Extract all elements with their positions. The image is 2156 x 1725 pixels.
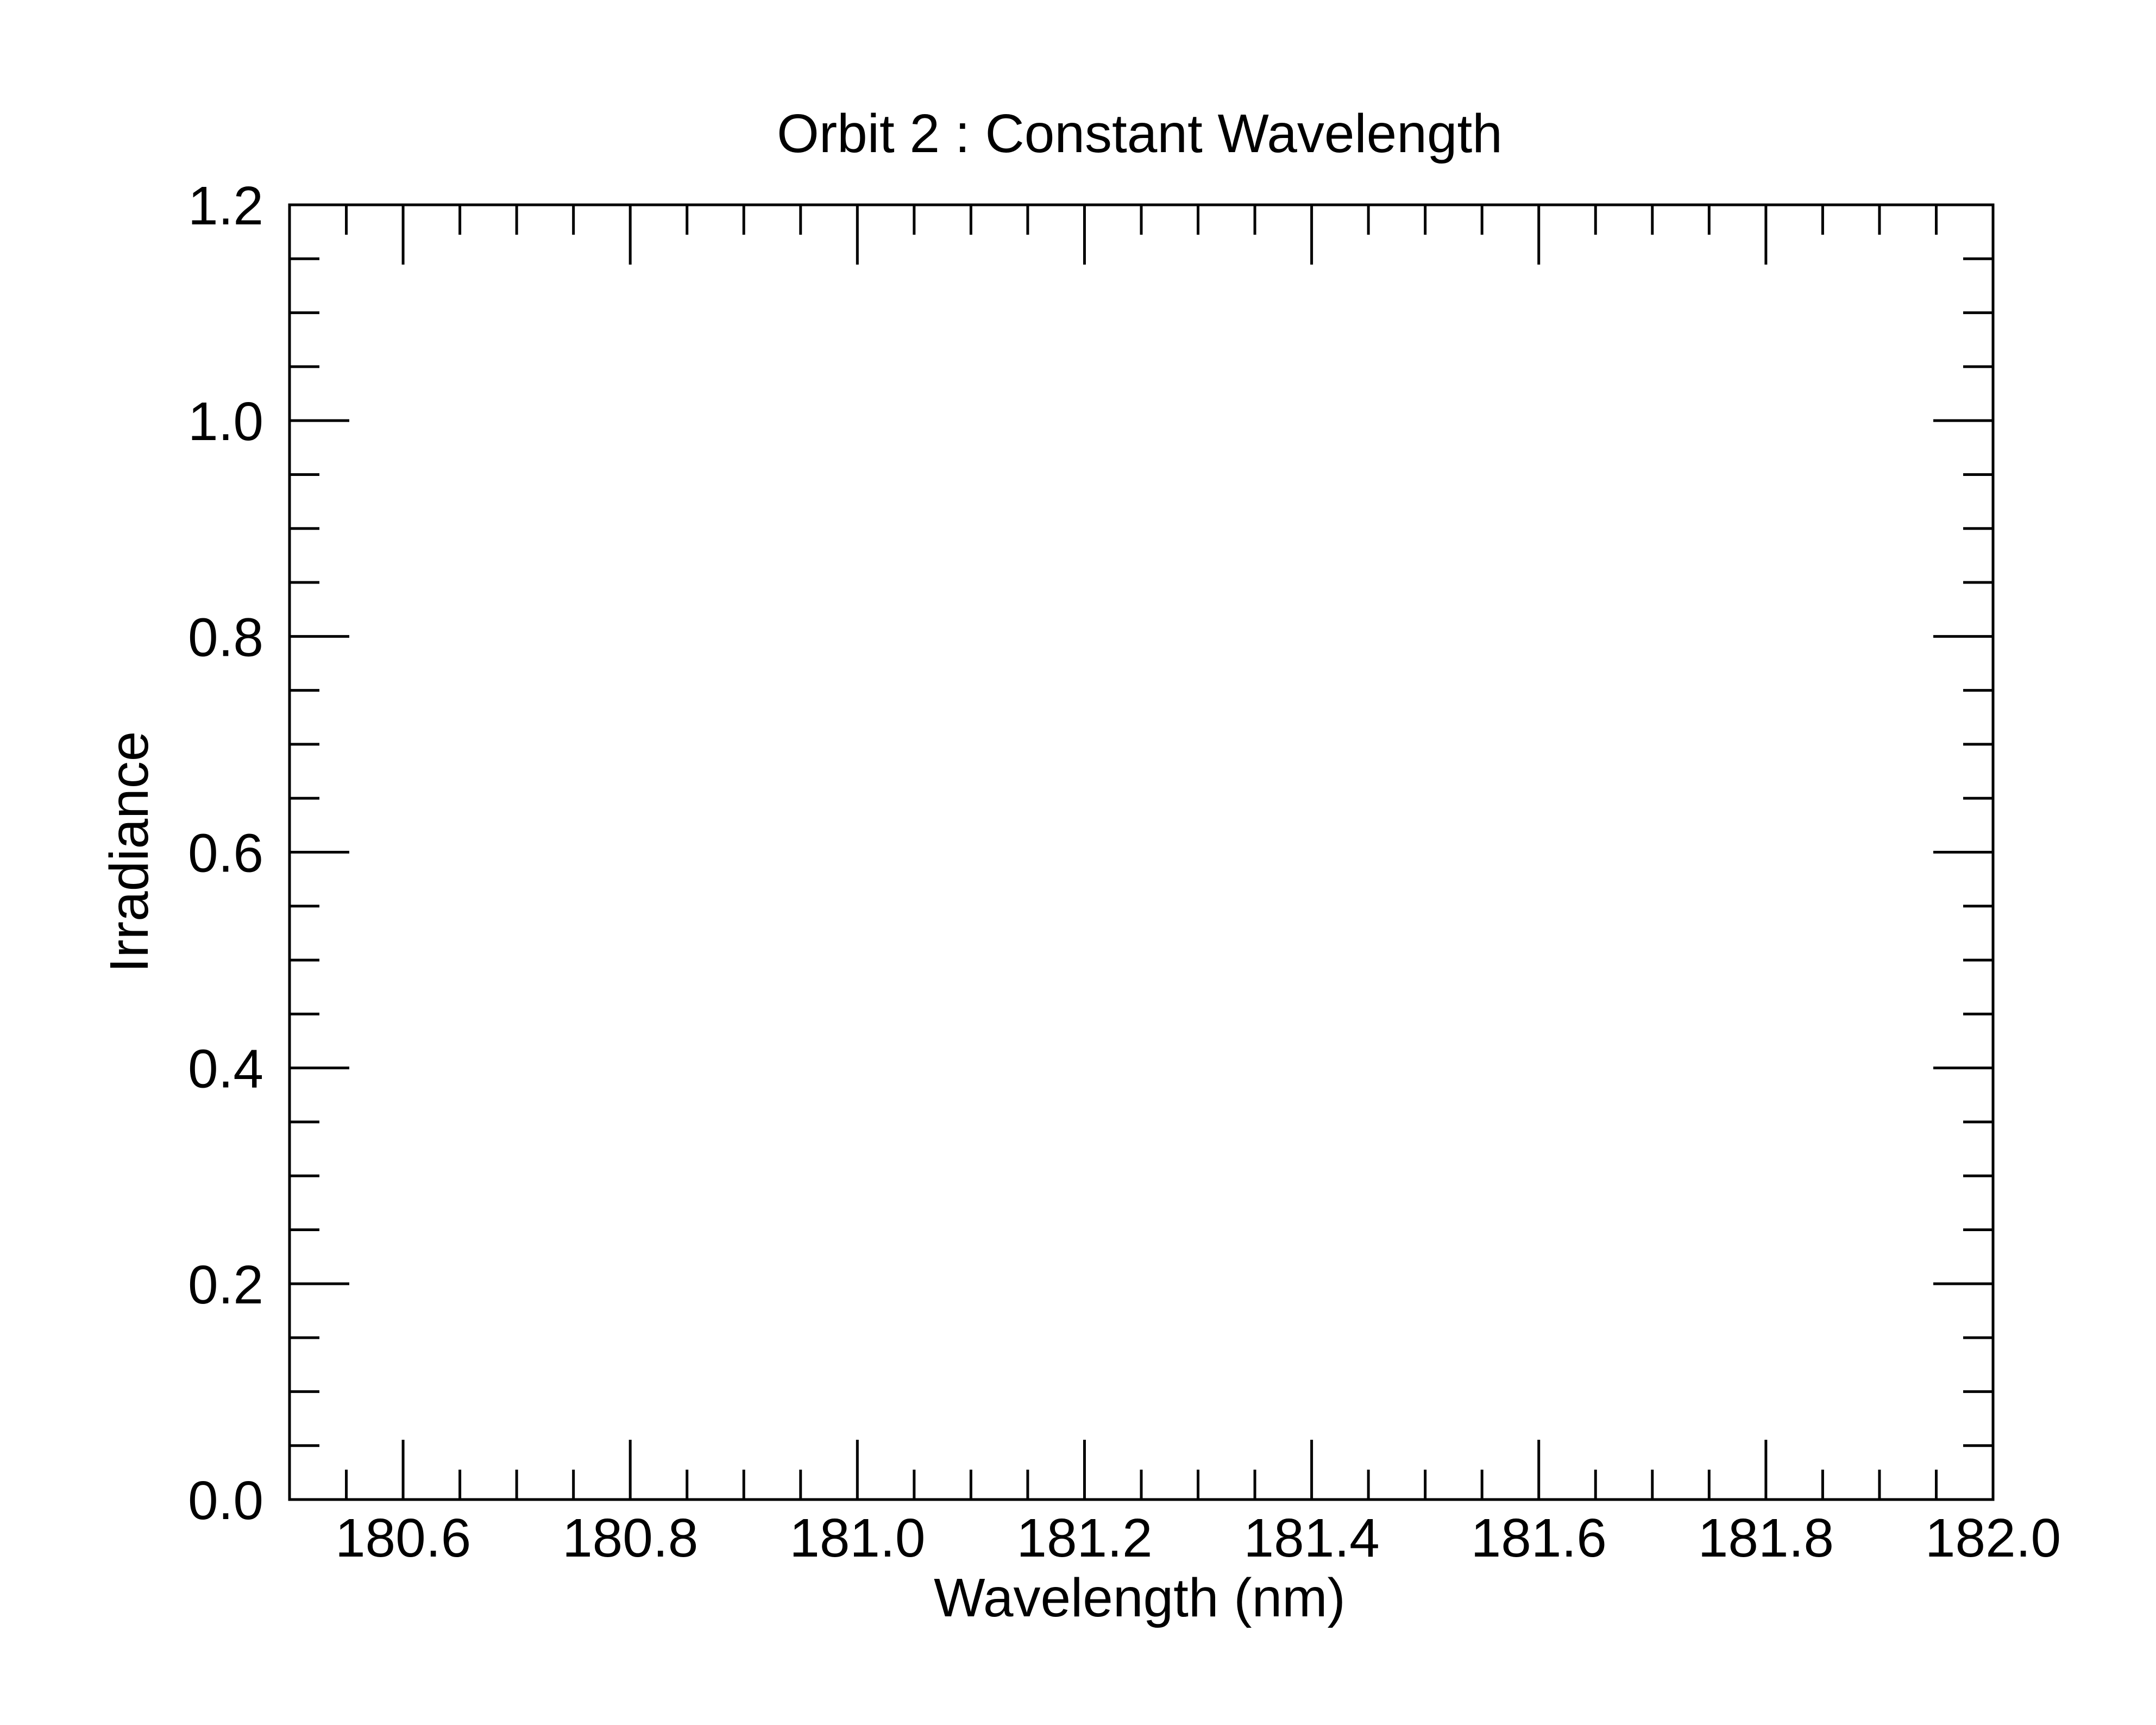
chart-title: Orbit 2 : Constant Wavelength: [777, 103, 1503, 164]
y-tick-label: 0.0: [188, 1470, 263, 1531]
y-tick-label: 1.2: [188, 175, 263, 236]
y-tick-label: 0.6: [188, 823, 263, 884]
plot-frame: [288, 203, 1995, 1501]
x-tick-label: 181.0: [789, 1508, 925, 1569]
y-axis-label: Irradiance: [99, 731, 160, 973]
x-tick-label: 180.6: [335, 1508, 471, 1569]
x-tick-label: 180.8: [562, 1508, 698, 1569]
y-tick-label: 0.4: [188, 1039, 263, 1100]
x-tick-label: 181.8: [1698, 1508, 1834, 1569]
x-axis-tick-labels: 180.6 180.8 181.0 181.2 181.4 181.6 181.8 182.0: [335, 1508, 2061, 1569]
x-tick-label: 181.2: [1016, 1508, 1152, 1569]
y-axis-tick-labels: 0.0 0.2 0.4 0.6 0.8 1.0 1.2: [188, 175, 263, 1531]
y-tick-label: 1.0: [188, 391, 263, 452]
y-axis-ticks: [290, 203, 1993, 1501]
x-tick-label: 181.6: [1471, 1508, 1607, 1569]
y-tick-label: 0.2: [188, 1254, 263, 1315]
y-tick-label: 0.8: [188, 607, 263, 668]
x-axis-ticks: [288, 205, 1995, 1500]
x-tick-label: 182.0: [1925, 1508, 2061, 1569]
x-axis-label: Wavelength (nm): [934, 1567, 1346, 1628]
x-tick-label: 181.4: [1243, 1508, 1379, 1569]
